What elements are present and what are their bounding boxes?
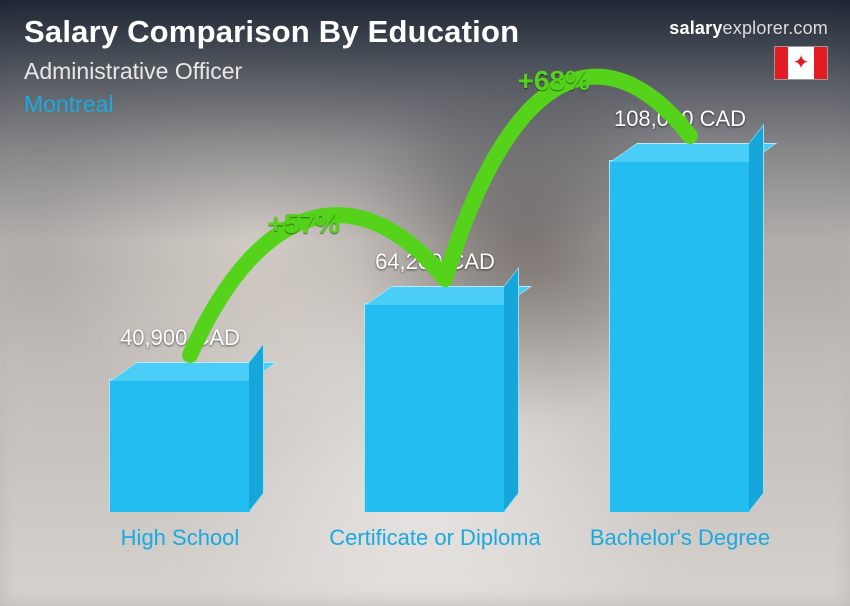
x-axis-label: High School xyxy=(60,524,300,552)
chart-subtitle: Administrative Officer xyxy=(24,58,519,85)
increase-label: +57% xyxy=(268,208,340,240)
x-axis-labels: High SchoolCertificate or DiplomaBachelo… xyxy=(40,518,780,582)
bar-value-label: 64,200 CAD xyxy=(325,249,545,275)
chart-bar xyxy=(109,379,251,512)
brand-label: salaryexplorer.com xyxy=(669,18,828,39)
bar-chart: 40,900 CAD64,200 CAD108,000 CAD+57%+68% … xyxy=(40,120,780,582)
chart-city: Montreal xyxy=(24,91,519,118)
plot-area: 40,900 CAD64,200 CAD108,000 CAD+57%+68% xyxy=(40,120,780,512)
bar-value-label: 108,000 CAD xyxy=(570,106,790,132)
chart-title: Salary Comparison By Education xyxy=(24,14,519,50)
chart-bar xyxy=(364,303,506,512)
increase-label: +68% xyxy=(518,65,590,97)
x-axis-label: Certificate or Diploma xyxy=(315,524,555,552)
flag-icon: ✦ xyxy=(774,46,828,80)
x-axis-label: Bachelor's Degree xyxy=(560,524,800,552)
chart-bar xyxy=(609,160,751,512)
bar-value-label: 40,900 CAD xyxy=(70,325,290,351)
title-block: Salary Comparison By Education Administr… xyxy=(24,14,519,118)
